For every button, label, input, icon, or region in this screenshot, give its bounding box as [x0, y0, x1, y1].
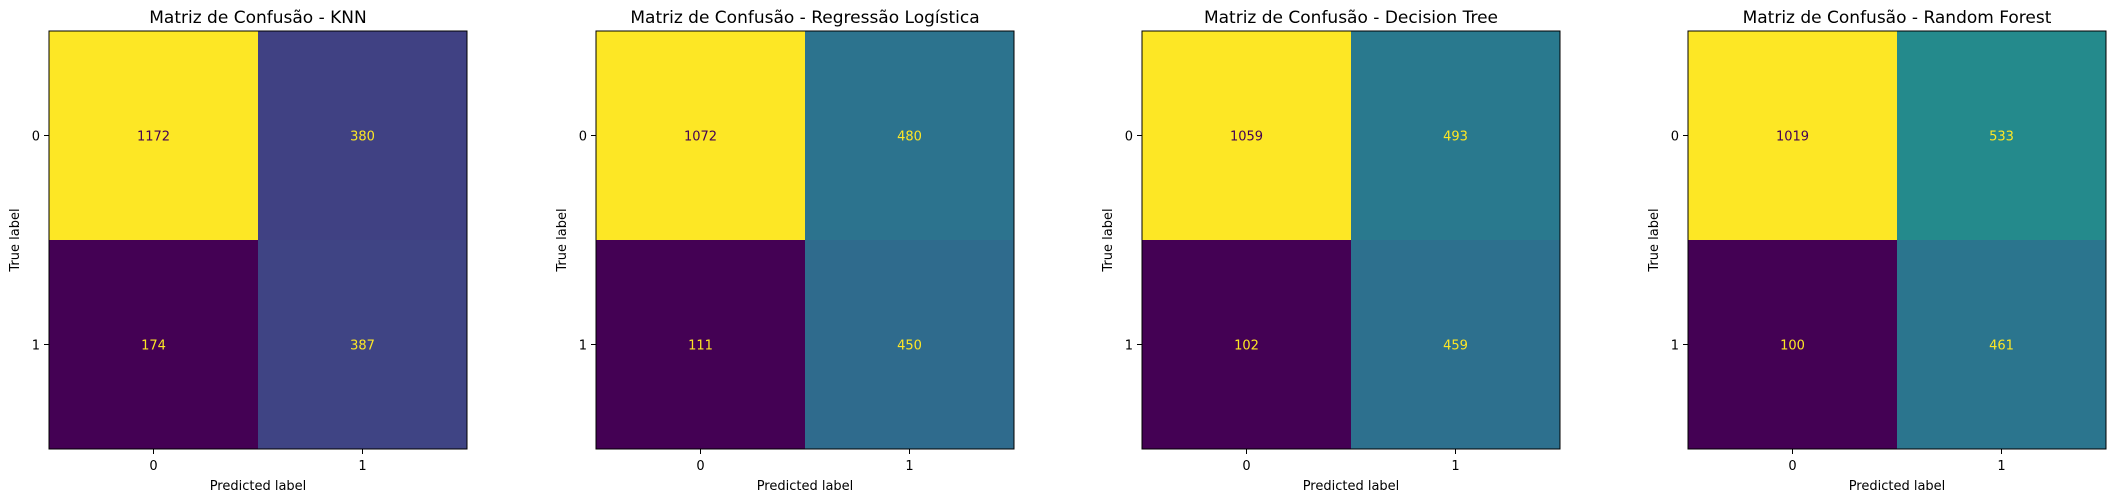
y-axis-label: True label: [1101, 208, 1116, 272]
cell-value-label: 387: [350, 339, 375, 354]
x-tick-label: 1: [1451, 459, 1459, 474]
x-tick-label: 1: [1997, 459, 2005, 474]
x-axis-label: Predicted label: [1303, 479, 1400, 494]
x-tick-label: 0: [1242, 459, 1250, 474]
cell-value-label: 1019: [1776, 130, 1809, 145]
cell-value-label: 1072: [684, 130, 717, 145]
y-tick-label: 0: [32, 130, 40, 145]
y-tick-label: 1: [579, 339, 587, 354]
y-axis-label: True label: [555, 208, 570, 272]
cell-value-label: 480: [897, 130, 922, 145]
x-tick-label: 1: [358, 459, 366, 474]
panel-title: Matriz de Confusão - Random Forest: [1743, 8, 2052, 28]
y-axis-label: True label: [8, 208, 23, 272]
cell-value-label: 111: [688, 339, 713, 354]
cell-value-label: 459: [1443, 339, 1468, 354]
y-tick-label: 1: [1125, 339, 1133, 354]
y-tick-label: 1: [1671, 339, 1679, 354]
x-axis-label: Predicted label: [757, 479, 854, 494]
cell-value-label: 493: [1443, 130, 1468, 145]
x-tick-label: 0: [149, 459, 157, 474]
y-axis-label: True label: [1647, 208, 1662, 272]
confusion-matrix-panel-2: 1072 480 111 450 Matriz de Confusão - Regres…: [555, 8, 1014, 494]
x-tick-label: 1: [905, 459, 913, 474]
cell-value-label: 461: [1989, 339, 2014, 354]
x-axis-label: Predicted label: [210, 479, 307, 494]
cell-value-label: 102: [1234, 339, 1259, 354]
y-tick-label: 0: [1671, 130, 1679, 145]
cell-value-label: 533: [1989, 130, 2014, 145]
x-tick-label: 0: [696, 459, 704, 474]
y-tick-label: 0: [579, 130, 587, 145]
cell-value-label: 1059: [1230, 130, 1263, 145]
cell-value-label: 100: [1780, 339, 1805, 354]
x-axis-label: Predicted label: [1849, 479, 1946, 494]
cell-value-label: 450: [897, 339, 922, 354]
cell-value-label: 380: [350, 130, 375, 145]
x-tick-label: 0: [1788, 459, 1796, 474]
cell-value-label: 174: [141, 339, 166, 354]
panel-title: Matriz de Confusão - KNN: [149, 8, 366, 28]
y-tick-label: 0: [1125, 130, 1133, 145]
confusion-matrix-panel-1: 1172 380 174 387 Matriz de Confusão - KNN 0 1 0…: [8, 8, 467, 494]
confusion-matrix-panel-3: 1059 493 102 459 Matriz de Confusão - Decisi…: [1101, 8, 1560, 494]
cell-value-label: 1172: [137, 130, 170, 145]
panel-title: Matriz de Confusão - Decision Tree: [1204, 8, 1498, 28]
y-tick-label: 1: [32, 339, 40, 354]
panel-title: Matriz de Confusão - Regressão Logística: [630, 8, 979, 28]
